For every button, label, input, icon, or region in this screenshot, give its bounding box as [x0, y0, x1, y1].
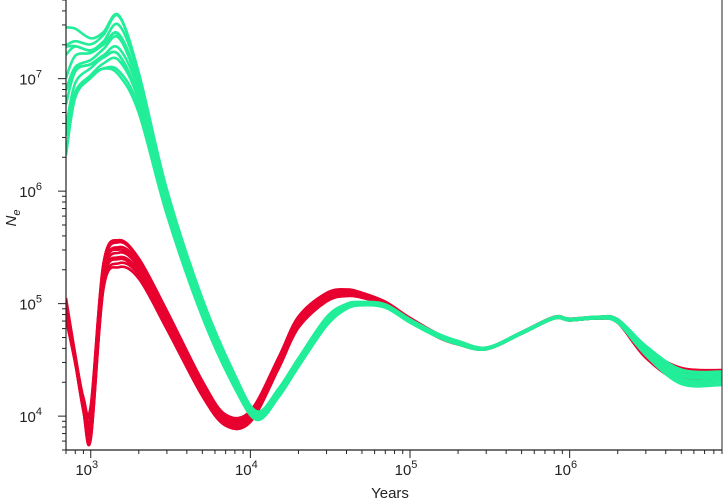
- axes: 103 104 105 106 104 105 106 107: [19, 0, 723, 479]
- y-tick-label: 107: [19, 69, 42, 89]
- y-tick-label: 106: [19, 181, 42, 201]
- y-axis-label-sub: e: [11, 210, 23, 216]
- y-axis-label-main: N: [3, 215, 20, 226]
- y-tick-label: 105: [19, 294, 42, 314]
- x-tick-label: 104: [235, 459, 258, 479]
- x-axis-label: Years: [371, 485, 409, 502]
- x-tick-label: 105: [395, 459, 418, 479]
- y-axis-label: Ne: [3, 210, 23, 227]
- x-tick-label: 103: [75, 459, 98, 479]
- y-tick-label: 104: [19, 406, 42, 426]
- x-tick-label: 106: [554, 459, 577, 479]
- series-line-group2-12: [66, 12, 722, 413]
